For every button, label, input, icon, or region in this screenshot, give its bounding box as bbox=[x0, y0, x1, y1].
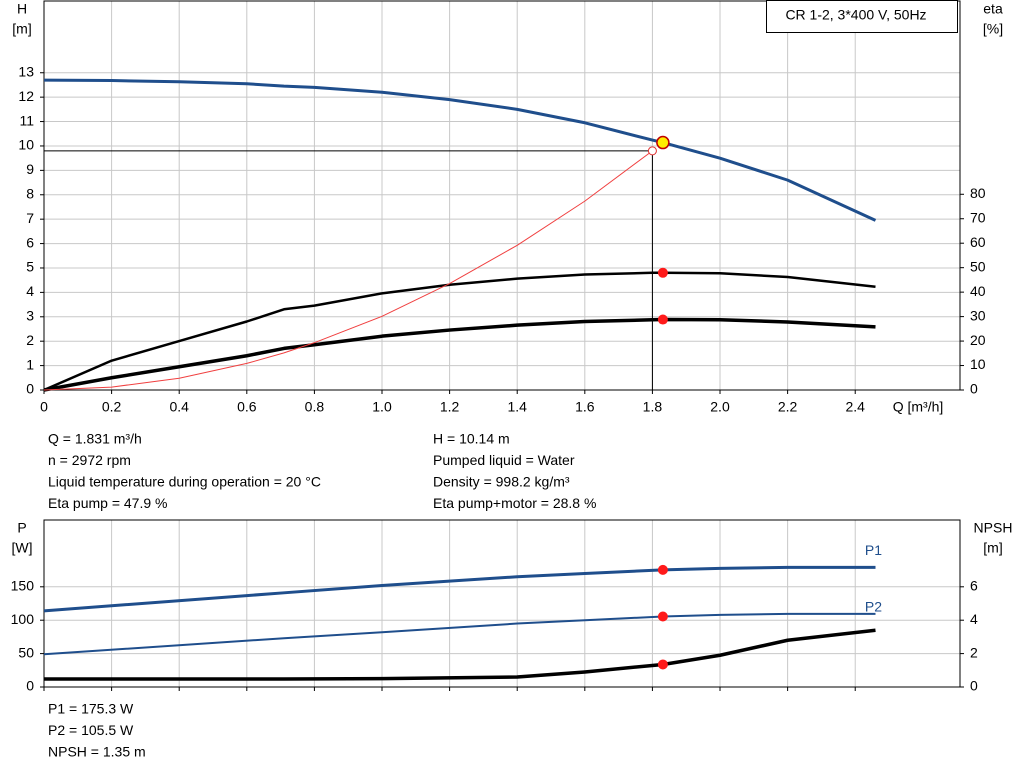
info-text: Eta pump+motor = 28.8 % bbox=[433, 495, 596, 511]
curve bbox=[43, 150, 653, 391]
y-tick-label: 3 bbox=[26, 307, 34, 323]
y2-tick-label: 80 bbox=[970, 185, 986, 201]
y-tick-label: 6 bbox=[26, 234, 34, 250]
y2-tick-label: 50 bbox=[970, 258, 986, 274]
operating-point bbox=[657, 564, 668, 575]
y2-axis-label: [%] bbox=[983, 21, 1003, 37]
y2-tick-label: 4 bbox=[970, 611, 978, 627]
x-tick-label: 2.4 bbox=[845, 399, 865, 415]
series-label: P1 bbox=[865, 542, 882, 558]
y2-axis-label: eta bbox=[983, 1, 1003, 17]
operating-point bbox=[657, 611, 668, 622]
y-tick-label: 5 bbox=[26, 259, 34, 275]
y-tick-label: 4 bbox=[26, 283, 34, 299]
info-text: n = 2972 rpm bbox=[48, 452, 131, 468]
y-tick-label: 11 bbox=[19, 112, 34, 128]
y-axis-label: P bbox=[17, 520, 26, 536]
curve bbox=[43, 317, 876, 392]
plot-1: 0 50 100 150 0 2 4 6 P [W] NPSH [m] P1 P2 bbox=[11, 519, 1013, 694]
legend-text: CR 1-2, 3*400 V, 50Hz bbox=[785, 7, 926, 23]
x-tick-label: 0.6 bbox=[237, 399, 257, 415]
x-tick-label: 1.2 bbox=[440, 399, 460, 415]
info-text: Q = 1.831 m³/h bbox=[48, 431, 142, 447]
y2-tick-label: 20 bbox=[970, 332, 986, 348]
operating-point bbox=[657, 314, 668, 325]
x-tick-label: 1.8 bbox=[643, 399, 663, 415]
curve bbox=[43, 565, 876, 613]
y2-tick-label: 0 bbox=[970, 678, 978, 694]
y-tick-label: 8 bbox=[26, 185, 34, 201]
y-tick-label: 9 bbox=[26, 161, 34, 177]
info-text: P2 = 105.5 W bbox=[48, 722, 134, 738]
y2-tick-label: 60 bbox=[970, 234, 986, 250]
series-label: P2 bbox=[865, 599, 882, 615]
y-axis-label: [m] bbox=[12, 21, 31, 37]
y-tick-label: 0 bbox=[26, 678, 34, 694]
info-text: H = 10.14 m bbox=[433, 431, 510, 447]
plot-0: 0 0.2 0.4 0.6 0.8 1.0 1.2 1.4 1.6 1.8 2.0 2.2 2.4012… bbox=[12, 0, 1003, 415]
y-axis-label: H bbox=[17, 1, 27, 17]
y2-tick-label: 10 bbox=[970, 356, 986, 372]
y2-tick-label: 0 bbox=[970, 381, 978, 397]
y-tick-label: 7 bbox=[26, 210, 34, 226]
curve bbox=[44, 628, 876, 681]
y-tick-label: 13 bbox=[18, 63, 34, 79]
x-tick-label: 2.0 bbox=[710, 399, 730, 415]
info-text: NPSH = 1.35 m bbox=[48, 744, 146, 760]
plot-frame bbox=[43, 0, 961, 391]
x-axis-label: Q [m³/h] bbox=[893, 399, 944, 415]
x-tick-label: 2.2 bbox=[778, 399, 798, 415]
operating-point bbox=[657, 267, 668, 278]
y2-tick-label: 40 bbox=[970, 283, 986, 299]
x-tick-label: 1.0 bbox=[372, 399, 392, 415]
y-tick-label: 50 bbox=[18, 644, 34, 660]
y-tick-label: 100 bbox=[11, 611, 35, 627]
curve bbox=[43, 78, 877, 222]
plot-frame bbox=[43, 519, 961, 688]
operating-point bbox=[656, 135, 670, 150]
y-tick-label: 2 bbox=[26, 332, 34, 348]
x-tick-label: 1.4 bbox=[507, 399, 527, 415]
x-tick-label: 1.6 bbox=[575, 399, 595, 415]
info-text: Density = 998.2 kg/m³ bbox=[433, 474, 570, 490]
legend-box bbox=[766, 0, 958, 33]
info-text: Eta pump = 47.9 % bbox=[48, 495, 167, 511]
curve bbox=[43, 612, 876, 656]
plot-area bbox=[43, 519, 961, 688]
y2-tick-label: 2 bbox=[970, 644, 978, 660]
y-axis-label: [W] bbox=[12, 540, 33, 556]
x-tick-label: 0 bbox=[40, 399, 48, 415]
y2-tick-label: 70 bbox=[970, 209, 986, 225]
curve bbox=[43, 271, 876, 392]
info-text: P1 = 175.3 W bbox=[48, 701, 134, 717]
y2-tick-label: 30 bbox=[970, 307, 986, 323]
y2-axis-label: NPSH bbox=[974, 520, 1013, 536]
info-text: Liquid temperature during operation = 20… bbox=[48, 474, 321, 490]
x-tick-label: 0.8 bbox=[305, 399, 325, 415]
y-tick-label: 0 bbox=[26, 381, 34, 397]
x-tick-label: 0.2 bbox=[102, 399, 122, 415]
duty-point bbox=[647, 146, 657, 156]
y2-axis-label: [m] bbox=[983, 540, 1002, 556]
y-tick-label: 150 bbox=[11, 578, 35, 594]
y-tick-label: 12 bbox=[18, 88, 34, 104]
info-text: Pumped liquid = Water bbox=[433, 452, 575, 468]
y2-tick-label: 6 bbox=[970, 578, 978, 594]
operating-point bbox=[657, 659, 668, 670]
x-tick-label: 0.4 bbox=[169, 399, 189, 415]
y-tick-label: 10 bbox=[18, 137, 34, 153]
y-tick-label: 1 bbox=[26, 356, 34, 372]
